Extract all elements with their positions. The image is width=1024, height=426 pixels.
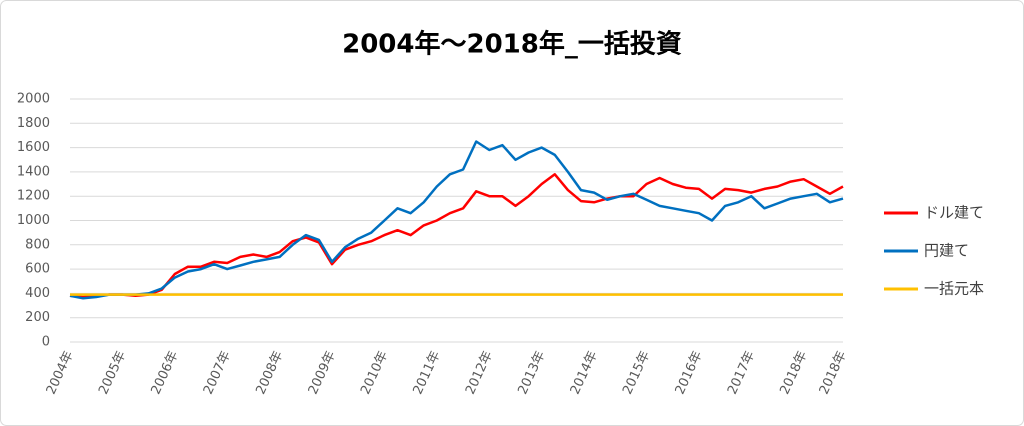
y-tick-label: 2000 xyxy=(17,92,50,107)
series-line xyxy=(69,140,844,300)
y-tick-label: 1400 xyxy=(17,164,50,179)
y-tick-label: 1000 xyxy=(17,213,50,228)
y-tick-label: 400 xyxy=(25,286,50,301)
series-line xyxy=(69,173,844,299)
y-tick-label: 1600 xyxy=(17,140,50,155)
legend-label: ドル建て xyxy=(924,204,984,222)
y-tick-label: 200 xyxy=(25,310,50,325)
y-tick-label: 600 xyxy=(25,262,50,277)
y-tick-label: 800 xyxy=(25,237,50,252)
legend-label: 円建て xyxy=(924,242,969,260)
y-tick-label: 1200 xyxy=(17,189,50,204)
chart-title: 2004年～2018年_一括投資 xyxy=(342,29,682,60)
y-tick-label: 0 xyxy=(42,335,50,350)
legend-label: 一括元本 xyxy=(924,280,984,298)
y-tick-label: 1800 xyxy=(17,116,50,131)
